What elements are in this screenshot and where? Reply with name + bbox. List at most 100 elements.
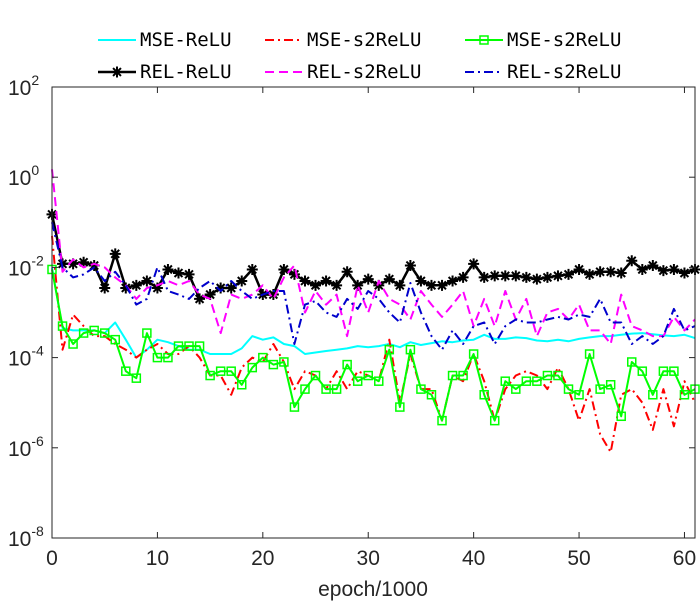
series-line <box>51 169 696 345</box>
data-point <box>173 341 184 351</box>
data-point <box>489 415 500 426</box>
data-point <box>384 344 395 355</box>
data-point <box>225 282 237 294</box>
data-point <box>595 384 605 394</box>
y-tick-label: 10-8 <box>8 523 44 551</box>
data-point <box>363 370 373 381</box>
data-point <box>110 334 120 345</box>
x-tick-label: 30 <box>357 547 380 570</box>
data-point <box>205 370 215 381</box>
data-point <box>172 267 184 279</box>
data-point <box>627 357 637 367</box>
data-point <box>183 268 195 280</box>
data-point <box>163 352 173 363</box>
legend-item: MSE-ReLU <box>98 29 232 51</box>
data-point <box>636 263 648 275</box>
data-point <box>478 271 490 283</box>
data-point <box>499 270 511 282</box>
data-point <box>594 266 606 278</box>
legend-label: MSE-s2ReLU <box>307 29 421 51</box>
data-point <box>553 370 563 381</box>
series-1 <box>51 267 696 359</box>
data-point <box>320 275 332 287</box>
data-point <box>67 258 79 270</box>
data-point <box>194 341 205 351</box>
data-point <box>152 352 163 363</box>
data-point <box>310 370 321 381</box>
data-point <box>479 35 489 45</box>
data-point <box>362 273 374 285</box>
data-point <box>278 263 290 275</box>
data-point <box>520 271 532 283</box>
data-point <box>374 376 384 386</box>
data-point <box>552 270 564 282</box>
data-point <box>511 384 521 394</box>
data-point <box>131 373 142 383</box>
data-point <box>563 384 574 394</box>
data-point <box>247 362 258 373</box>
data-point <box>57 321 68 331</box>
data-point <box>267 289 279 301</box>
data-point <box>436 279 448 291</box>
plot-area <box>52 87 695 538</box>
data-point <box>584 349 595 359</box>
legend-label: REL-ReLU <box>140 61 232 83</box>
data-point <box>678 267 690 279</box>
series-5 <box>51 169 696 345</box>
data-point <box>321 384 331 394</box>
data-point <box>111 66 123 78</box>
data-point <box>510 270 522 282</box>
series-line <box>51 267 696 359</box>
data-point <box>288 268 300 280</box>
legend-item: MSE-s2ReLU <box>465 29 621 51</box>
data-point <box>204 289 216 301</box>
data-point <box>88 260 100 272</box>
series-4 <box>46 208 700 305</box>
data-point <box>669 366 679 376</box>
series-line <box>51 222 696 351</box>
data-point <box>395 402 405 412</box>
data-point <box>299 275 311 287</box>
legend-label: MSE-s2ReLU <box>507 29 621 51</box>
data-point <box>679 390 690 400</box>
data-point <box>479 390 489 400</box>
data-point <box>215 282 227 294</box>
data-point <box>447 275 459 287</box>
x-tick-label: 60 <box>673 547 696 570</box>
data-point <box>657 265 669 277</box>
data-point <box>416 384 426 394</box>
data-point <box>500 376 511 386</box>
data-point <box>151 282 163 294</box>
data-point <box>236 380 247 390</box>
data-point <box>542 370 553 381</box>
data-point <box>574 390 584 400</box>
data-point <box>89 325 99 336</box>
data-point <box>226 366 236 376</box>
data-point <box>458 370 468 381</box>
data-point <box>532 376 542 386</box>
x-tick-label: 20 <box>251 547 274 570</box>
data-point <box>120 282 132 294</box>
data-point <box>626 255 638 267</box>
data-point <box>584 268 596 280</box>
data-point <box>352 279 364 291</box>
x-axis-label: epoch/1000 <box>318 578 428 601</box>
data-point <box>194 293 206 305</box>
data-point <box>279 357 289 367</box>
data-point <box>331 384 342 394</box>
data-point <box>658 366 669 376</box>
data-point <box>331 279 343 291</box>
series-line <box>51 269 696 422</box>
data-point <box>563 268 575 280</box>
tick-layer: 0 10 20 30 40 50 60 102 100 10-2 10-4 10-6 10-8 <box>8 72 696 570</box>
y-tick-label: 10-2 <box>8 252 44 280</box>
data-point <box>383 273 395 285</box>
legend-label: REL-s2ReLU <box>507 61 621 83</box>
data-point <box>468 258 480 270</box>
data-point <box>68 339 78 349</box>
legend-label: MSE-ReLU <box>140 29 232 51</box>
y-tick-label: 10-4 <box>8 343 44 371</box>
x-tick-label: 0 <box>46 547 58 570</box>
series-3 <box>47 264 700 426</box>
